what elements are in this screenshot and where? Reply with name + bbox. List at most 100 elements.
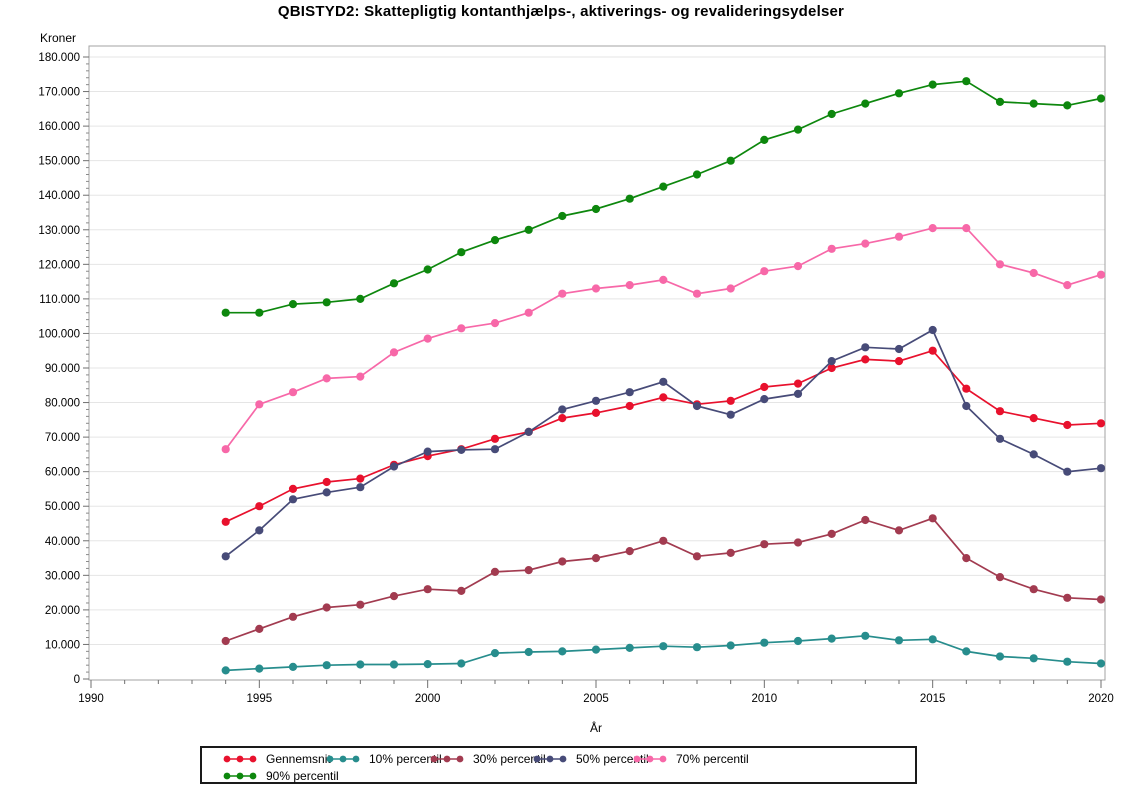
data-point [861, 343, 870, 352]
data-point [760, 638, 769, 647]
data-point [1096, 464, 1106, 473]
data-point [1029, 268, 1038, 278]
legend-label: 90% percentil [266, 769, 339, 783]
data-point [389, 660, 399, 669]
x-axis: 1990 1995 2000 2005 2010 2015 2020 [78, 680, 1114, 705]
data-point [389, 348, 399, 357]
data-point [288, 300, 298, 309]
y-tick-label: 0 [74, 674, 80, 686]
data-point [827, 109, 836, 119]
data-point [962, 224, 971, 233]
data-point [255, 526, 264, 535]
data-point [1029, 414, 1038, 423]
data-point [760, 135, 769, 144]
gridlines [89, 56, 1105, 645]
y-tick-label: 170.000 [38, 87, 80, 99]
data-point [760, 395, 769, 404]
data-point [221, 666, 230, 675]
y-tick-label: 90.000 [45, 363, 80, 375]
data-point [322, 603, 331, 612]
data-point [995, 573, 1005, 582]
data-point [793, 125, 803, 134]
y-axis-title: Kroner [40, 31, 77, 45]
data-point [524, 308, 533, 317]
data-point [659, 642, 668, 651]
data-point [524, 427, 533, 436]
legend-label: 70% percentil [676, 752, 749, 766]
data-point [726, 641, 735, 650]
data-point [861, 355, 870, 364]
data-point [995, 407, 1005, 416]
y-tick-label: 110.000 [39, 294, 80, 306]
data-point [1029, 450, 1038, 459]
data-point [423, 334, 432, 343]
data-point [1096, 595, 1106, 604]
data-point [625, 194, 634, 203]
legend-marker-icon [430, 755, 464, 763]
data-point [1063, 281, 1072, 290]
data-point [221, 308, 230, 317]
data-point [490, 567, 500, 577]
data-point [894, 344, 904, 354]
data-point [827, 529, 836, 539]
data-point [928, 346, 937, 355]
x-tick-label: 2015 [920, 693, 946, 705]
data-point [389, 462, 399, 471]
data-point [625, 281, 634, 290]
data-point [793, 389, 803, 398]
data-point [1096, 94, 1106, 103]
series-50-percentil [221, 325, 1106, 561]
data-point [591, 396, 601, 405]
data-point [322, 298, 331, 307]
data-point [1063, 593, 1072, 602]
data-point [861, 239, 870, 248]
data-point [558, 211, 567, 221]
series-90-percentil [221, 77, 1106, 317]
y-tick-label: 40.000 [45, 536, 80, 548]
data-point [1029, 585, 1038, 594]
x-tick-label: 1995 [247, 693, 273, 705]
data-point [827, 357, 836, 366]
legend-marker-icon [326, 755, 360, 763]
data-point [389, 279, 399, 288]
data-point [457, 659, 466, 668]
data-point [322, 661, 331, 670]
y-tick-label: 30.000 [45, 570, 80, 582]
data-point [793, 636, 803, 646]
data-point [726, 410, 735, 419]
data-point [659, 275, 668, 284]
data-point [288, 612, 298, 621]
data-point [625, 401, 634, 411]
data-point [928, 80, 937, 89]
legend-item-50-percentil: 50% percentil [532, 752, 649, 766]
data-point [524, 566, 533, 575]
data-point [356, 483, 365, 492]
legend-item-10-percentil: 10% percentil [325, 752, 442, 766]
series-line-50-percentil [225, 328, 1102, 557]
data-point [490, 434, 500, 443]
data-point [1029, 99, 1038, 108]
data-point [288, 484, 298, 493]
data-point [1063, 657, 1072, 666]
data-point [928, 635, 937, 644]
data-point [726, 284, 735, 293]
data-point [591, 204, 601, 214]
data-point [356, 600, 365, 609]
data-point [827, 634, 836, 643]
data-point [995, 97, 1005, 106]
data-point [389, 592, 399, 601]
data-point [894, 357, 904, 366]
data-point [1096, 270, 1106, 279]
plot-border [88, 45, 1106, 681]
data-point [793, 379, 803, 388]
data-point [322, 477, 331, 487]
data-point [423, 585, 432, 594]
data-point [1063, 467, 1072, 476]
y-axis: 0 10.000 20.000 30.000 40.000 50.000 60.000 70.… [38, 52, 89, 686]
data-point [995, 434, 1005, 443]
data-point [861, 99, 870, 108]
data-point [558, 289, 567, 298]
data-point [1096, 419, 1106, 428]
legend-label: 30% percentil [473, 752, 546, 766]
data-point [1029, 654, 1038, 663]
